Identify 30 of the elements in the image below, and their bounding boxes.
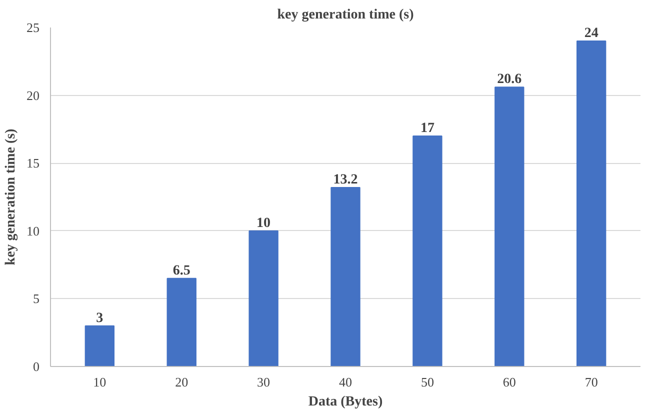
bar: [248, 230, 278, 366]
data-label: 3: [96, 310, 104, 326]
y-axis-title: key generation time (s): [4, 128, 18, 266]
bar: [84, 325, 115, 366]
y-tick-label: 15: [26, 156, 40, 171]
x-tick-label: 30: [257, 374, 270, 390]
y-tick-label: 0: [33, 359, 40, 374]
x-tick-label: 40: [339, 374, 352, 390]
data-label: 20.6: [497, 72, 522, 88]
x-tick-label: 70: [584, 374, 598, 390]
x-tick-label: 10: [93, 374, 106, 390]
x-tick-label: 60: [502, 374, 516, 390]
bar: [330, 187, 360, 366]
data-label: 24: [584, 26, 598, 42]
x-tick-label: 20: [175, 374, 188, 390]
bar: [166, 278, 196, 366]
y-tick-label: 5: [33, 291, 40, 306]
data-label: 13.2: [333, 172, 358, 188]
bar: [576, 40, 606, 366]
y-tick-label: 10: [26, 223, 40, 238]
chart-title: key generation time (s): [277, 8, 414, 22]
y-tick-label: 20: [26, 88, 40, 103]
bar: [494, 86, 524, 366]
data-label: 6.5: [172, 263, 190, 278]
x-axis-title: Data (Bytes): [308, 394, 383, 410]
data-label: 10: [256, 216, 271, 231]
bar: [412, 135, 442, 366]
y-tick-label: 25: [26, 20, 40, 35]
x-tick-label: 50: [420, 374, 434, 390]
data-label: 17: [420, 120, 434, 136]
